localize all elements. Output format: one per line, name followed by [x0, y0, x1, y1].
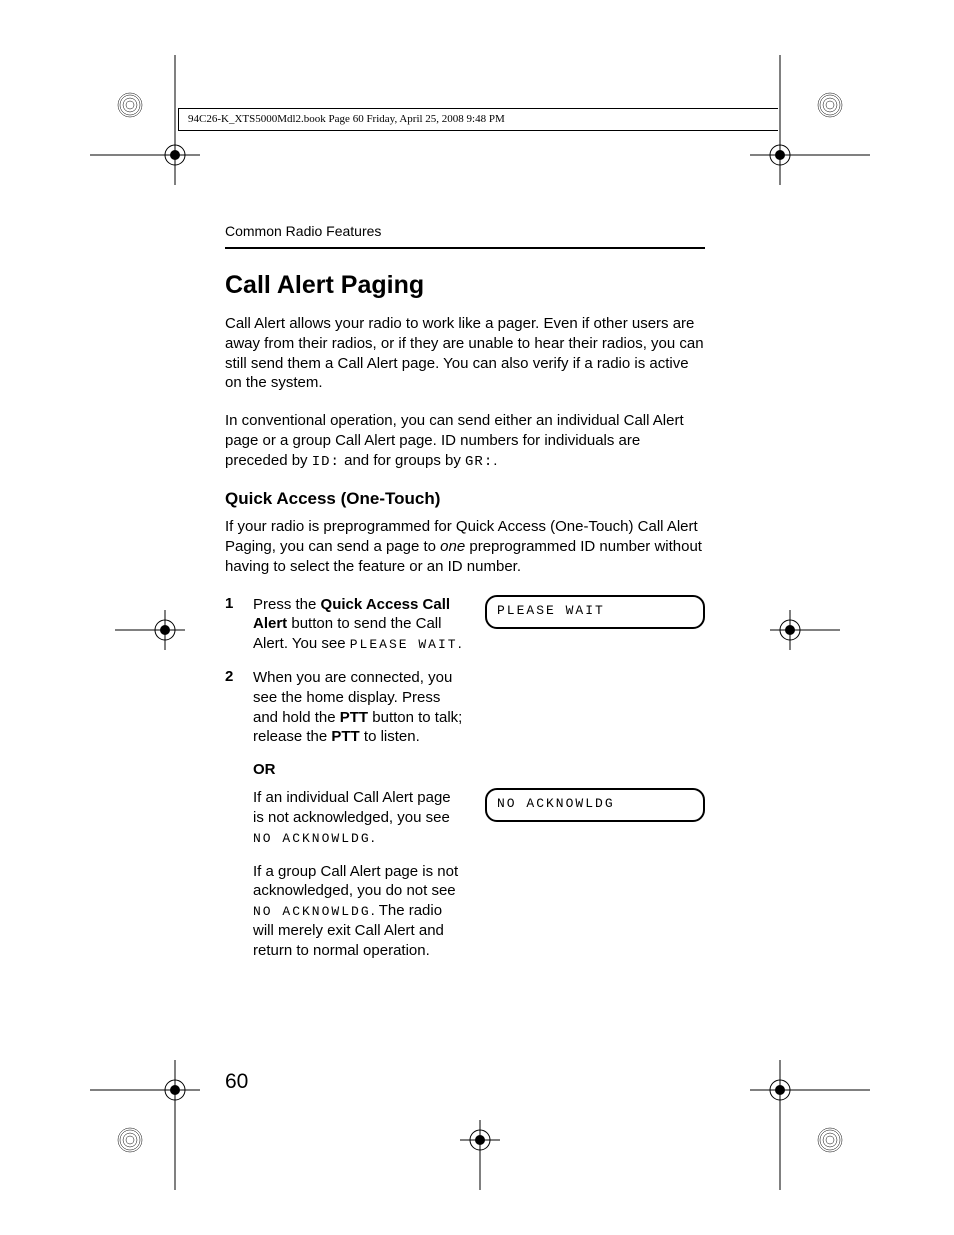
step1-c: . — [458, 635, 462, 652]
page-title: Call Alert Paging — [225, 271, 705, 300]
intro-para-1: Call Alert allows your radio to work lik… — [225, 314, 705, 393]
step-2-alt1-display: NO ACKNOWLDG — [485, 788, 705, 822]
step-2-alt1-row: If an individual Call Alert page is not … — [225, 788, 705, 847]
crop-rule-top-h2 — [178, 130, 778, 131]
reg-mark-top-right — [750, 55, 870, 185]
step-1-row: 1 Press the Quick Access Call Alert butt… — [225, 595, 705, 654]
intro-para-2: In conventional operation, you can send … — [225, 411, 705, 471]
section-rule — [225, 247, 705, 249]
or-label: OR — [253, 761, 705, 778]
gr-code: GR: — [465, 454, 493, 470]
step2-ptt1: PTT — [340, 709, 368, 726]
quick-para-one: one — [440, 538, 465, 555]
para2-part-c: . — [493, 452, 497, 469]
para2-part-b: and for groups by — [340, 452, 465, 469]
display-2-text: NO ACKNOWLDG — [497, 796, 615, 811]
display-box-2: NO ACKNOWLDG — [485, 788, 705, 822]
section-label: Common Radio Features — [225, 223, 705, 239]
step-1-num: 1 — [225, 595, 253, 612]
reg-mark-bottom-left — [90, 1060, 200, 1190]
display-1-text: PLEASE WAIT — [497, 603, 605, 618]
step-list: 1 Press the Quick Access Call Alert butt… — [225, 595, 705, 961]
step-2-text: When you are connected, you see the home… — [253, 668, 465, 747]
step2-c: to listen. — [360, 728, 420, 745]
page-header-filename: 94C26-K_XTS5000Mdl2.book Page 60 Friday,… — [188, 113, 505, 125]
step1-lcd: PLEASE WAIT — [350, 637, 458, 652]
alt2-lcd: NO ACKNOWLDG — [253, 904, 371, 919]
reg-mark-mid-bottom — [460, 1120, 500, 1190]
step-2-alt2-row: If a group Call Alert page is not acknow… — [225, 862, 705, 961]
alt1-b: . — [371, 829, 375, 846]
reg-mark-bottom-right — [750, 1060, 870, 1190]
step1-a: Press the — [253, 596, 321, 613]
alt2-a: If a group Call Alert page is not acknow… — [253, 863, 458, 900]
reg-mark-mid-right — [770, 610, 840, 650]
quick-access-para: If your radio is preprogrammed for Quick… — [225, 517, 705, 576]
reg-mark-top-left — [90, 55, 200, 185]
crop-rule-top-h — [178, 108, 778, 109]
step-2-row: 2 When you are connected, you see the ho… — [225, 668, 705, 747]
step-2-alt1-text: If an individual Call Alert page is not … — [253, 788, 465, 847]
display-box-1: PLEASE WAIT — [485, 595, 705, 629]
page-number: 60 — [225, 1070, 248, 1094]
id-code: ID: — [312, 454, 340, 470]
step-2-num: 2 — [225, 668, 253, 685]
step-1-display: PLEASE WAIT — [485, 595, 705, 629]
step-2-alt2-text: If a group Call Alert page is not acknow… — [253, 862, 465, 961]
step-1-text: Press the Quick Access Call Alert button… — [253, 595, 465, 654]
step2-ptt2: PTT — [331, 728, 359, 745]
alt1-a: If an individual Call Alert page is not … — [253, 789, 451, 826]
subhead-quick-access: Quick Access (One-Touch) — [225, 489, 705, 509]
reg-mark-mid-left — [115, 610, 185, 650]
alt1-lcd: NO ACKNOWLDG — [253, 831, 371, 846]
content-block: Common Radio Features Call Alert Paging … — [225, 223, 705, 975]
crop-rule-top-v-left — [178, 108, 179, 130]
